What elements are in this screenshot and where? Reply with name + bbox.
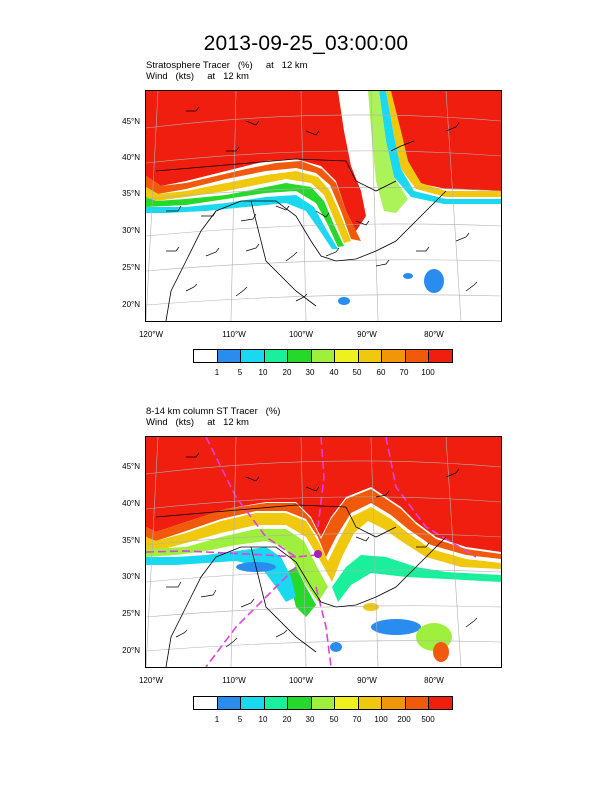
panel2-colorbar [193, 696, 453, 710]
panel2-map-field [146, 437, 501, 667]
colorbar-swatch [405, 697, 430, 709]
panel1-lon-label: 120°W [138, 330, 164, 339]
panel1-colorbar-label: 40 [329, 368, 339, 377]
colorbar-swatch [382, 350, 406, 362]
colorbar-swatch [358, 350, 383, 362]
colorbar-swatch [217, 350, 242, 362]
panel2-colorbar-label: 500 [421, 715, 435, 724]
colorbar-swatch [241, 697, 265, 709]
colorbar-swatch [405, 350, 430, 362]
panel2-lat-label: 20°N [122, 646, 140, 655]
panel2-colorbar-label: 20 [282, 715, 292, 724]
colorbar-swatch [358, 697, 383, 709]
panel1-lat-label: 30°N [122, 226, 140, 235]
panel1-lat-label: 40°N [122, 153, 140, 162]
panel1-lat-label: 25°N [122, 263, 140, 272]
panel1-colorbar-label: 1 [214, 368, 220, 377]
panel2-lon-label: 90°W [357, 676, 377, 685]
panel1-lon-label: 90°W [357, 330, 377, 339]
panel2-colorbar-label: 1 [214, 715, 220, 724]
colorbar-swatch [335, 697, 359, 709]
panel1-lon-label: 80°W [424, 330, 444, 339]
colorbar-swatch [194, 697, 218, 709]
panel2-colorbar-label: 200 [397, 715, 411, 724]
panel1-lon-label: 110°W [222, 330, 246, 339]
panel1-colorbar-label: 10 [258, 368, 268, 377]
colorbar-swatch [288, 697, 312, 709]
main-title: 2013-09-25_03:00:00 [203, 32, 409, 55]
panel2-lon-label: 120°W [138, 676, 164, 685]
panel2-map [145, 436, 502, 668]
panel2-colorbar-label: 70 [352, 715, 362, 724]
panel2-title: 8-14 km column ST Tracer (%) [146, 406, 281, 417]
panel1-colorbar-label: 60 [376, 368, 386, 377]
panel1-colorbar-label: 50 [352, 368, 362, 377]
panel1-colorbar-label: 5 [237, 368, 243, 377]
panel2-colorbar-label: 100 [374, 715, 388, 724]
colorbar-swatch [288, 350, 312, 362]
colorbar-swatch [264, 697, 289, 709]
panel1-map [145, 90, 502, 322]
panel1-lat-label: 35°N [122, 189, 140, 198]
panel2-lat-label: 35°N [122, 536, 140, 545]
panel2-lon-label: 80°W [424, 676, 444, 685]
panel1-lon-label: 100°W [288, 330, 314, 339]
panel2-subtitle: Wind (kts) at 12 km [146, 417, 249, 428]
panel1-title: Stratosphere Tracer (%) at 12 km [146, 60, 308, 71]
panel1-colorbar-label: 30 [305, 368, 315, 377]
panel2-lat-label: 25°N [122, 609, 140, 618]
panel2-colorbar-label: 50 [329, 715, 339, 724]
panel1-lat-label: 20°N [122, 300, 140, 309]
panel1-colorbar-label: 100 [421, 368, 435, 377]
panel1-colorbar-label: 20 [282, 368, 292, 377]
panel2-lat-label: 40°N [122, 499, 140, 508]
panel2-colorbar-label: 30 [305, 715, 315, 724]
panel2-lon-label: 110°W [222, 676, 246, 685]
colorbar-swatch [311, 697, 336, 709]
panel2-colorbar-label: 5 [237, 715, 243, 724]
colorbar-swatch [382, 697, 406, 709]
colorbar-swatch [217, 697, 242, 709]
colorbar-swatch [194, 350, 218, 362]
panel2-lat-label: 30°N [122, 572, 140, 581]
colorbar-swatch [335, 350, 359, 362]
panel2-lon-label: 100°W [288, 676, 314, 685]
colorbar-swatch [311, 350, 336, 362]
panel2-colorbar-label: 10 [258, 715, 268, 724]
panel1-colorbar-label: 70 [399, 368, 409, 377]
panel2-high-region [146, 437, 501, 552]
panel1-map-field [146, 91, 501, 321]
colorbar-swatch [241, 350, 265, 362]
colorbar-swatch [429, 697, 453, 709]
panel1-colorbar [193, 349, 453, 363]
colorbar-swatch [264, 350, 289, 362]
panel1-subtitle: Wind (kts) at 12 km [146, 71, 249, 82]
panel1-lat-label: 45°N [122, 117, 140, 126]
panel2-lat-label: 45°N [122, 462, 140, 471]
colorbar-swatch [429, 350, 453, 362]
